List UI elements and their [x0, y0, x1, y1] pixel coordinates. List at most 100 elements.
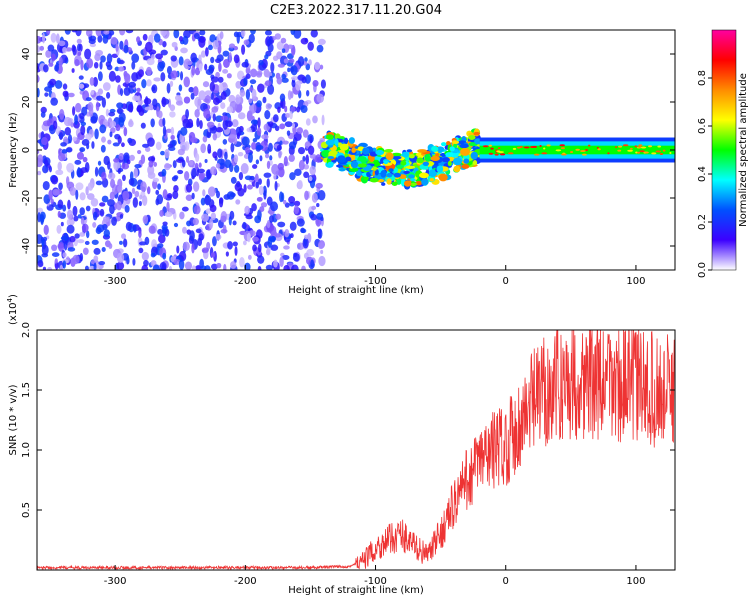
spectrogram-cell	[252, 244, 257, 252]
spectrogram-cell	[64, 127, 72, 136]
spectrogram-cell	[270, 201, 279, 212]
spectrogram-cell	[54, 261, 59, 270]
spectrogram-cell	[296, 127, 304, 135]
spectrogram-cell	[91, 239, 99, 245]
spectrogram-cell	[309, 153, 317, 159]
spectrogram-cell	[150, 118, 155, 128]
spectrogram-cell	[325, 139, 335, 146]
spectrogram-cell	[271, 163, 280, 175]
spectrogram-cell	[236, 132, 240, 140]
spectrogram-cell	[238, 171, 244, 181]
spectrogram-cell	[56, 224, 62, 234]
spectrogram-cell	[490, 147, 494, 150]
spectrogram-cell	[274, 233, 281, 238]
spectrogram-cell	[57, 161, 62, 171]
spectrogram-cell	[279, 191, 284, 203]
snr-ytick-label: 1.0	[21, 442, 32, 458]
spectrogram-cell	[264, 110, 271, 120]
spectrogram-cell	[362, 147, 370, 155]
spectrogram-cell	[276, 41, 284, 51]
spectrogram-cell	[453, 143, 458, 149]
spectrogram-cell	[85, 133, 92, 141]
spectrogram-cell	[199, 120, 203, 129]
spectrogram-cell	[144, 236, 150, 246]
spectrogram-cell	[123, 127, 128, 137]
spectrogram-cell	[263, 172, 272, 178]
spectrogram-cell	[314, 61, 321, 71]
spectrogram-cell	[204, 158, 208, 164]
spectrogram-cell	[265, 153, 270, 159]
spectrogram-cell	[49, 78, 57, 86]
spectrogram-cell	[560, 147, 565, 150]
spectrogram-cell	[280, 37, 287, 44]
colorbar: 0.0 0.2 0.4 0.6 0.8 Normalized spectral ampl…	[697, 29, 749, 278]
snr-y-scale: (x104)	[6, 294, 19, 325]
spectrogram-cell	[198, 172, 204, 181]
spectrogram-cell	[383, 160, 389, 165]
spectrogram-cell	[302, 129, 309, 138]
spectrogram-cell	[559, 144, 565, 147]
spectrogram-cell	[102, 216, 110, 223]
spectrogram-cell	[393, 172, 401, 178]
spectrogram-cell	[200, 265, 207, 270]
spectrogram-cell	[575, 148, 580, 151]
spectrogram-cell	[162, 117, 166, 127]
spectrogram-cell	[97, 71, 103, 82]
spectrogram-cell	[657, 145, 662, 148]
spectrogram-cell	[50, 97, 59, 106]
spectrogram-cell	[124, 73, 131, 84]
spectrogram-ytick-label: 0	[21, 147, 32, 153]
spectrogram-ytick-label: 40	[21, 48, 32, 61]
spectrogram-cell	[182, 241, 190, 252]
spectrogram-cell	[126, 159, 131, 165]
spectrogram-cell	[81, 223, 89, 233]
spectrogram-cell	[123, 44, 129, 54]
spectrogram-cell	[137, 149, 142, 155]
spectrogram-cell	[81, 139, 90, 146]
spectrogram-cell	[184, 261, 193, 270]
spectrogram-cell	[257, 255, 265, 264]
spectrogram-cell	[210, 76, 219, 83]
spectrogram-cell	[215, 71, 220, 79]
spectrogram-cell	[316, 203, 320, 208]
spectrogram-cell	[160, 72, 166, 82]
spectrogram-cell	[152, 98, 158, 108]
spectrogram-cell	[209, 34, 216, 43]
spectrogram-cell	[468, 135, 476, 140]
spectrogram-cell	[337, 155, 346, 163]
spectrogram-cell	[196, 117, 200, 128]
spectrogram-cell	[166, 66, 172, 75]
spectrogram-cell	[103, 33, 109, 39]
spectrogram-cell	[185, 60, 193, 66]
spectrogram-cell	[63, 232, 69, 242]
spectrogram-cell	[309, 165, 316, 176]
spectrogram-cell	[339, 167, 346, 172]
spectrogram-cell	[240, 30, 246, 38]
spectrogram-cell	[95, 30, 102, 37]
spectrogram-cell	[252, 164, 258, 169]
spectrogram-cell	[408, 153, 415, 159]
spectrogram-cell	[235, 94, 241, 105]
spectrogram-cell	[230, 142, 235, 153]
spectrogram-cell	[472, 160, 478, 166]
spectrogram-cell	[94, 128, 99, 140]
spectrogram-cell	[307, 41, 314, 51]
spectrogram-cell	[151, 239, 157, 250]
spectrogram-cell	[67, 134, 73, 144]
spectrogram-xtick-label: -300	[104, 276, 127, 287]
spectrogram-cell	[139, 194, 143, 200]
spectrogram-cell	[176, 245, 180, 254]
spectrogram-cell	[202, 81, 210, 88]
spectrogram-cell	[42, 180, 50, 191]
spectrogram-cell	[161, 168, 167, 177]
spectrogram-cell	[582, 153, 587, 156]
spectrogram-cell	[220, 102, 226, 109]
spectrogram-cell	[97, 88, 104, 95]
snr-y-ticks: 0.5 1.0 1.5 2.0	[21, 322, 675, 518]
spectrogram-cell	[262, 185, 267, 197]
spectrogram-cell	[199, 30, 206, 36]
spectrogram-cell	[429, 177, 435, 182]
spectrogram-cell	[105, 108, 109, 117]
spectrogram-cell	[291, 79, 296, 88]
spectrogram-cell	[258, 59, 264, 66]
